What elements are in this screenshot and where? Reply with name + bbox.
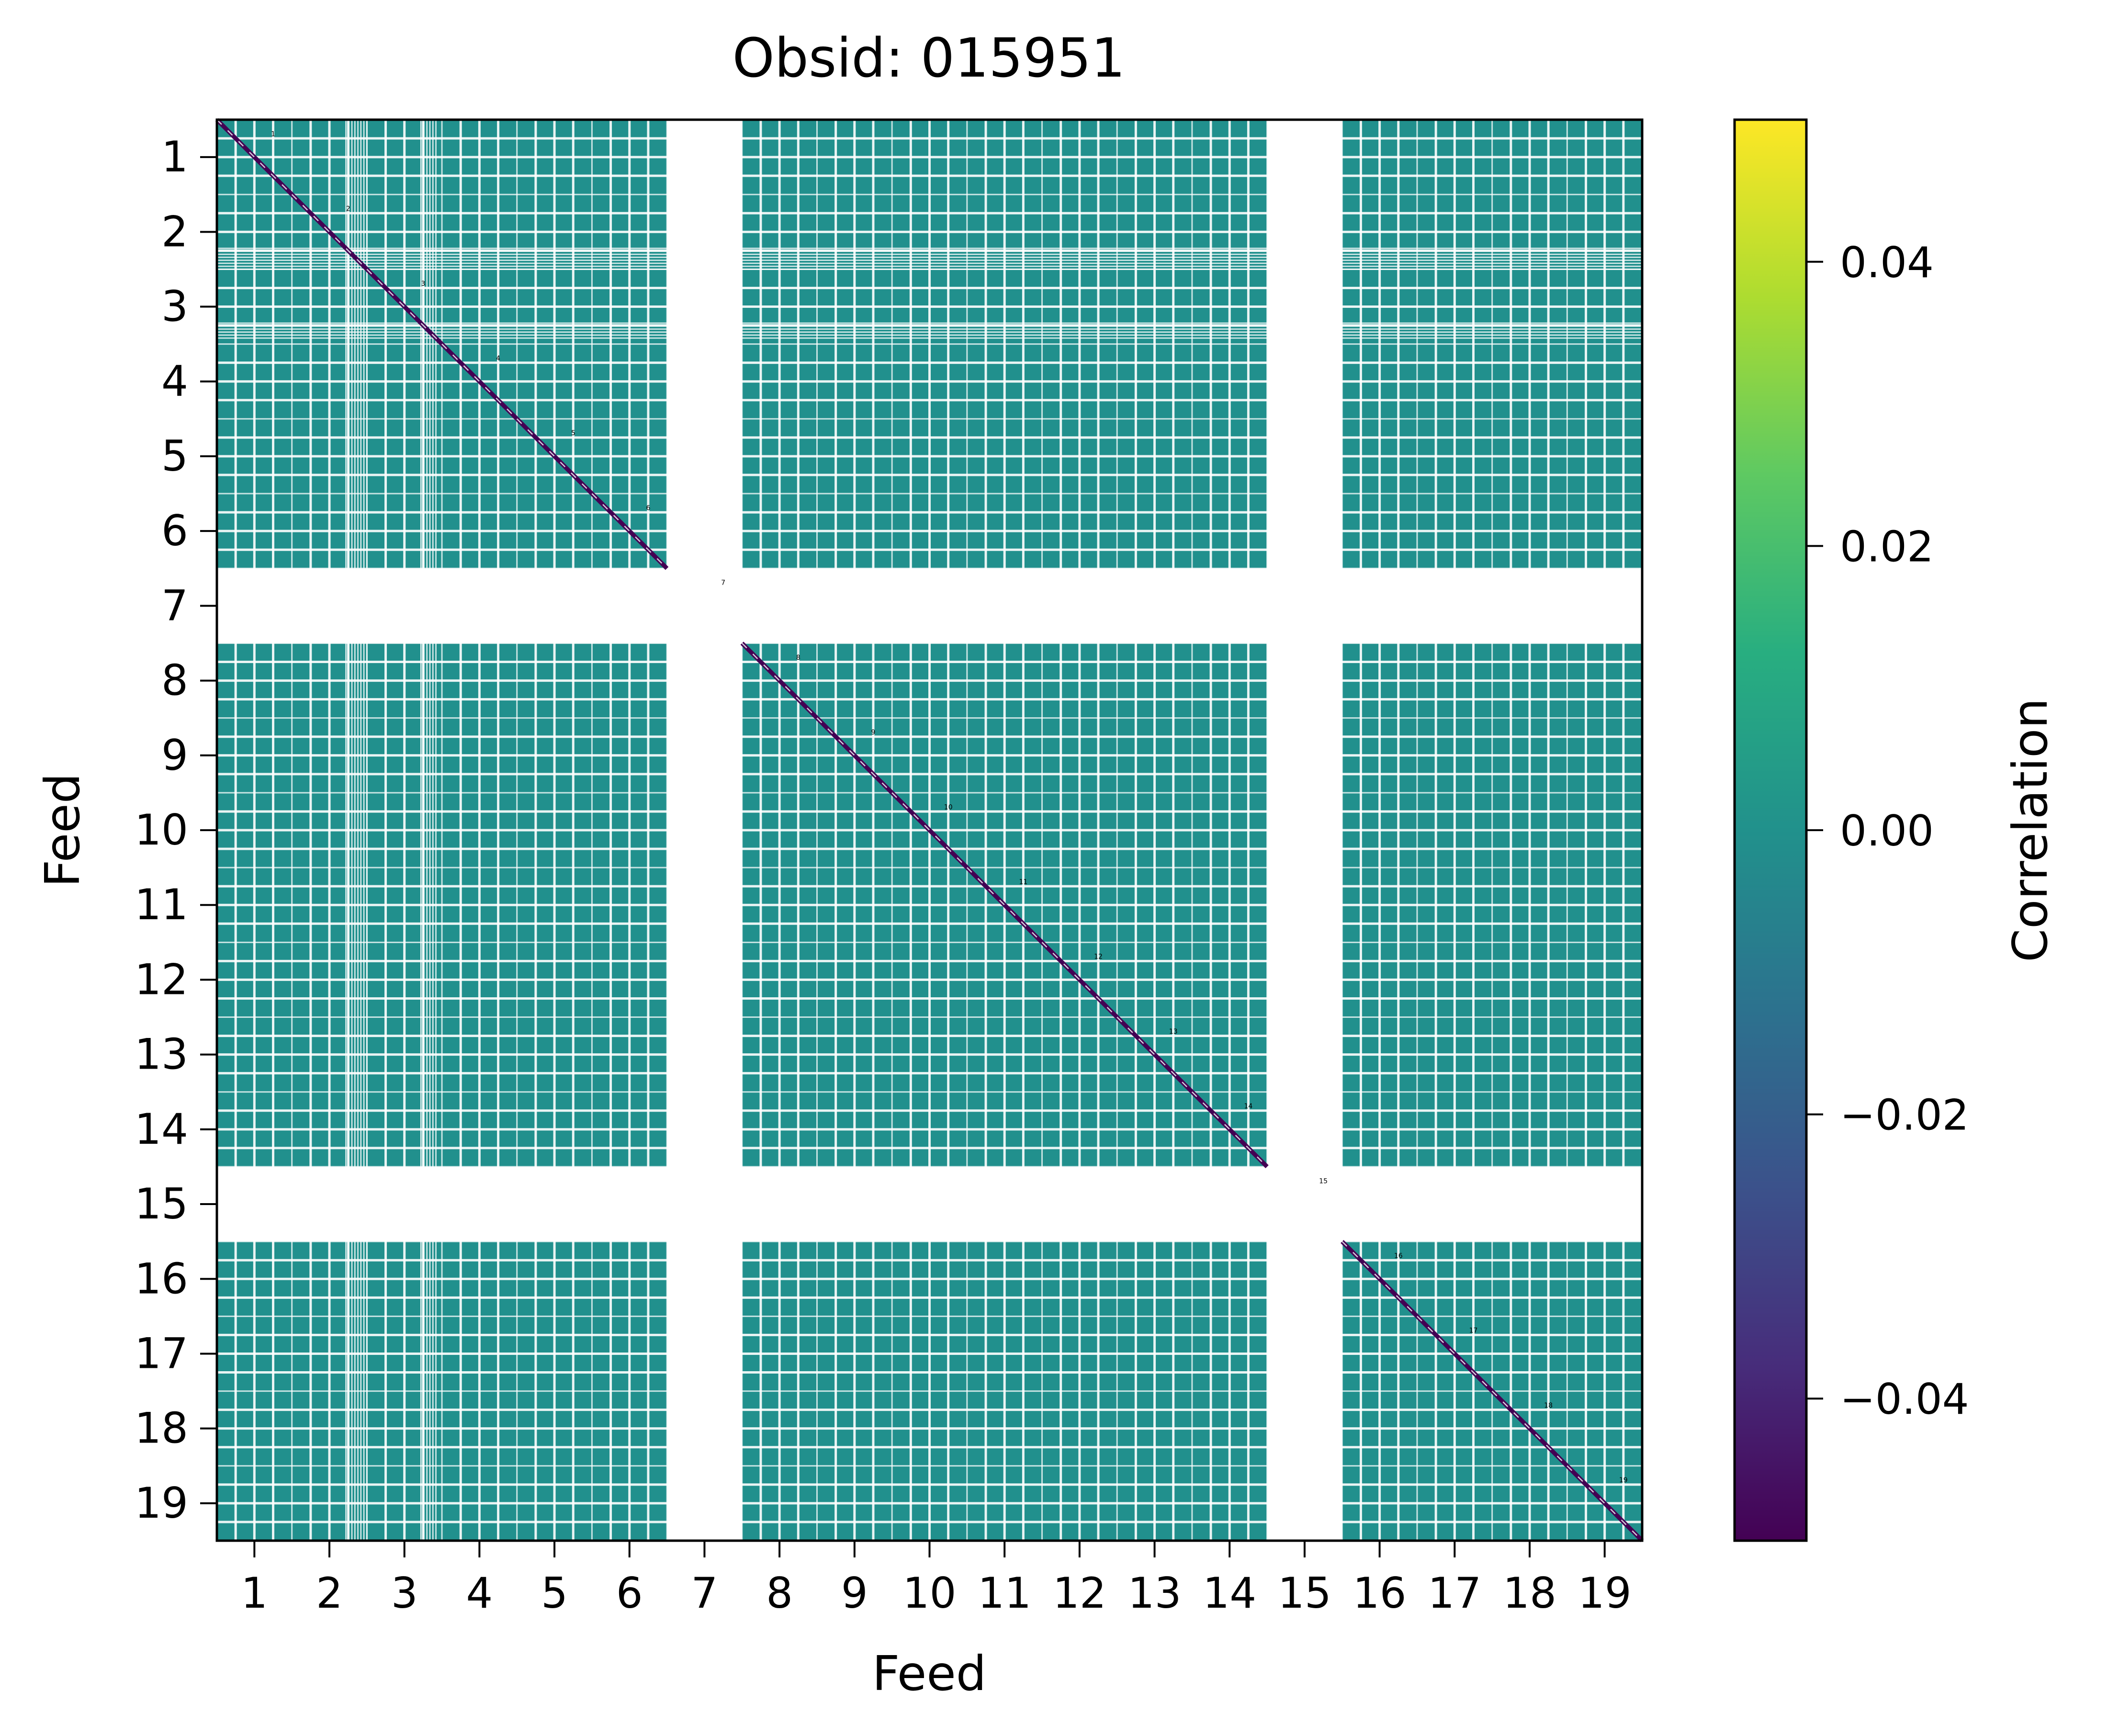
colorbar-tick-label-4: 0.04 xyxy=(1840,238,1934,287)
x-tick-label-18: 18 xyxy=(1503,1568,1556,1618)
diagonal-label-18: 18 xyxy=(1544,1402,1553,1409)
y-tick-label-8: 8 xyxy=(161,656,188,705)
diagonal-label-4: 4 xyxy=(496,355,500,362)
diagonal-label-14: 14 xyxy=(1244,1103,1252,1110)
diagonal-dash-18 xyxy=(1491,1390,1568,1466)
x-tick-label-7: 7 xyxy=(691,1568,718,1618)
diagonal-dash-12 xyxy=(1041,942,1118,1018)
diagonal-dash-11 xyxy=(966,867,1043,943)
x-axis-label: Feed xyxy=(872,1646,987,1702)
diagonal-dash-4 xyxy=(441,343,518,419)
diagonal-label-3: 3 xyxy=(421,280,425,288)
y-tick-label-5: 5 xyxy=(161,431,188,481)
diagonal-label-16: 16 xyxy=(1394,1252,1403,1260)
diagonal-dash-16 xyxy=(1341,1241,1418,1317)
colorbar-tick-label-3: 0.02 xyxy=(1840,522,1934,571)
y-tick-label-19: 19 xyxy=(135,1478,188,1528)
diagonal-label-15: 15 xyxy=(1319,1177,1328,1185)
diagonal-dash-14 xyxy=(1192,1091,1268,1167)
diagonal-label-5: 5 xyxy=(571,429,575,437)
x-tick-label-17: 17 xyxy=(1428,1568,1481,1618)
diagonal-dash-6 xyxy=(591,493,667,569)
colorbar-tick-label-0: −0.04 xyxy=(1840,1375,1969,1424)
diagonal-label-1: 1 xyxy=(271,130,275,138)
x-tick-label-15: 15 xyxy=(1278,1568,1331,1618)
x-tick-label-6: 6 xyxy=(616,1568,643,1618)
diagonal-label-9: 9 xyxy=(871,729,876,736)
diagonal-label-12: 12 xyxy=(1094,953,1103,961)
heatmap-diagonal xyxy=(215,118,1644,1543)
diagonal-dash-3 xyxy=(366,269,442,345)
diagonal-dash-19 xyxy=(1567,1465,1643,1541)
diagonal-dash-1 xyxy=(216,119,293,195)
x-axis-ticks: 1 2 3 4 5 6 7 8 9 10 11 12 13 14 15 16 17 18 19 xyxy=(241,1541,1632,1618)
y-tick-label-17: 17 xyxy=(135,1329,188,1378)
x-tick-label-13: 13 xyxy=(1128,1568,1182,1618)
y-tick-label-15: 15 xyxy=(135,1179,188,1229)
y-tick-label-10: 10 xyxy=(135,805,188,855)
diagonal-label-13: 13 xyxy=(1169,1028,1178,1036)
diagonal-dash-5 xyxy=(516,418,593,494)
colorbar-ticks: −0.04 −0.02 0.00 0.02 0.04 xyxy=(1806,238,1969,1424)
x-tick-label-14: 14 xyxy=(1203,1568,1256,1618)
y-tick-label-9: 9 xyxy=(161,731,188,780)
x-tick-label-4: 4 xyxy=(466,1568,493,1618)
y-tick-label-6: 6 xyxy=(161,506,188,555)
x-tick-label-2: 2 xyxy=(316,1568,343,1618)
y-tick-label-2: 2 xyxy=(161,207,188,256)
y-tick-label-12: 12 xyxy=(135,955,188,1004)
y-tick-label-1: 1 xyxy=(161,132,188,181)
y-tick-label-14: 14 xyxy=(135,1105,188,1154)
y-tick-label-3: 3 xyxy=(161,282,188,331)
colorbar-label: Correlation xyxy=(2002,698,2058,962)
diagonal-label-8: 8 xyxy=(796,654,800,662)
diagonal-label-6: 6 xyxy=(646,504,650,512)
colorbar-tick-label-2: 0.00 xyxy=(1840,806,1934,856)
x-tick-label-8: 8 xyxy=(766,1568,793,1618)
x-tick-label-11: 11 xyxy=(978,1568,1031,1618)
diagonal-label-19: 19 xyxy=(1619,1477,1628,1484)
x-tick-label-10: 10 xyxy=(903,1568,957,1618)
diagonal-dash-17 xyxy=(1417,1316,1493,1392)
x-tick-label-5: 5 xyxy=(541,1568,568,1618)
y-tick-label-13: 13 xyxy=(135,1030,188,1079)
y-tick-label-4: 4 xyxy=(161,357,188,406)
x-tick-label-12: 12 xyxy=(1053,1568,1106,1618)
diagonal-label-10: 10 xyxy=(944,803,953,811)
diagonal-dash-8 xyxy=(741,643,818,719)
y-tick-label-16: 16 xyxy=(135,1254,188,1303)
diagonal-dash-9 xyxy=(816,717,893,793)
x-tick-label-19: 19 xyxy=(1578,1568,1632,1618)
diagonal-label-17: 17 xyxy=(1469,1327,1478,1335)
colorbar xyxy=(1733,118,1808,1542)
y-axis-label: Feed xyxy=(34,773,90,888)
x-tick-label-9: 9 xyxy=(841,1568,868,1618)
heatmap-gridlines xyxy=(216,119,1643,1542)
y-tick-label-18: 18 xyxy=(135,1404,188,1453)
colorbar-tick-label-1: −0.02 xyxy=(1840,1091,1969,1140)
x-tick-label-16: 16 xyxy=(1353,1568,1407,1618)
x-tick-label-1: 1 xyxy=(241,1568,268,1618)
chart-title: Obsid: 015951 xyxy=(733,27,1126,90)
y-tick-label-11: 11 xyxy=(135,880,188,929)
x-tick-label-3: 3 xyxy=(391,1568,418,1618)
diagonal-label-11: 11 xyxy=(1019,879,1027,886)
diagonal-dash-2 xyxy=(291,194,368,270)
diagonal-dash-13 xyxy=(1116,1016,1193,1093)
diagonal-label-7: 7 xyxy=(721,579,725,587)
y-tick-label-7: 7 xyxy=(161,581,188,630)
diagonal-label-2: 2 xyxy=(346,205,350,213)
diagonal-dash-10 xyxy=(891,792,968,868)
